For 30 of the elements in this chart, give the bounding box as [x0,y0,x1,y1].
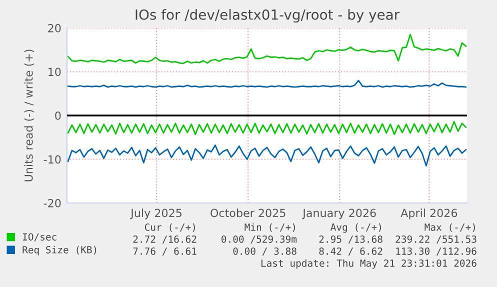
legend-label: Req Size (KB) [22,246,96,256]
text: 2.72 /16.62 [133,235,196,244]
text: Avg (-/+) [330,223,381,233]
y-tick-label: 0 [55,111,61,120]
x-tick-label: January 2026 [302,208,376,220]
text: 8.42 / 6.62 [319,247,382,256]
y-axis-title: Units read (-) / write (+) [24,50,34,182]
chart-title: IOs for /dev/elastx01-vg/root - by year [136,9,400,23]
text: 239.22 /551.53 [396,235,476,244]
line-series [67,144,467,167]
text: 2.95 /13.68 [319,235,382,244]
y-tick-label: 10 [48,68,61,76]
text: Max (-/+) [424,223,475,232]
text: Cur (-/+) [144,223,195,232]
text: Min (-/+) [244,223,295,232]
text: 7.76 / 6.61 [133,247,196,256]
y-tick-label: -20 [44,198,61,208]
x-tick-label: October 2025 [210,208,286,218]
line-series [67,120,467,136]
x-tick-label: April 2026 [400,208,458,220]
line-series [67,80,467,88]
y-tick-label: 20 [48,24,61,32]
y-tick-label: -10 [44,155,61,164]
legend-label: IO/sec [22,233,56,242]
line-series [67,34,467,64]
text: 0.00 / 3.88 [233,247,296,256]
text: 0.00 /529.39m [222,235,297,244]
x-tick-label: July 2025 [130,208,182,220]
text: Last update: Thu May 21 23:31:01 2026 [261,259,476,269]
text: 113.30 /112.96 [396,247,476,256]
